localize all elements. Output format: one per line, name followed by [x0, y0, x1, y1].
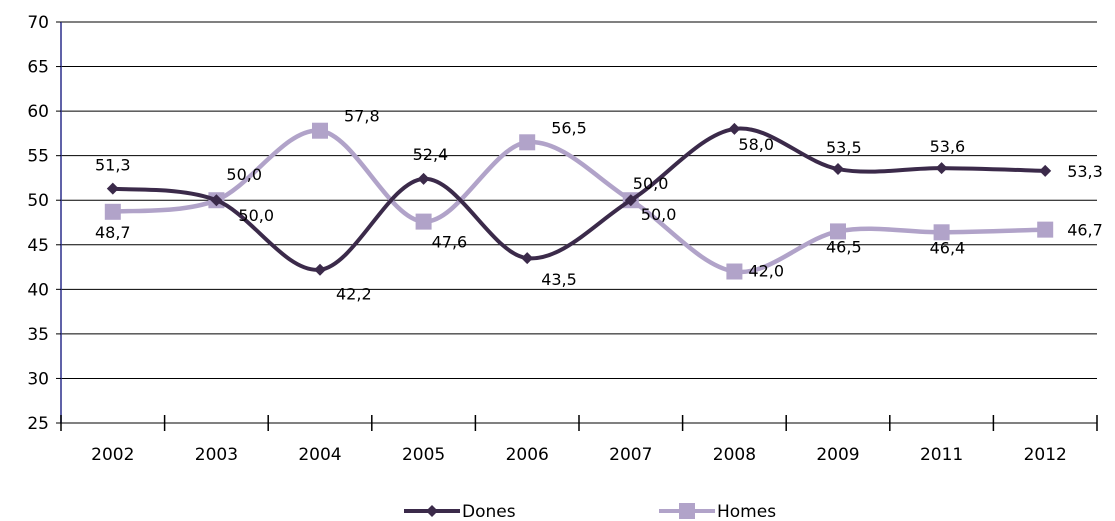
y-axis-ticks: 25 30 35 40 45 50 55 60 65 70 [27, 13, 61, 434]
data-point-dones [106, 182, 119, 195]
legend-marker-homes [679, 503, 695, 519]
data-label-homes: 48,7 [95, 223, 131, 242]
data-point-homes [726, 263, 743, 280]
y-tick-label: 55 [27, 147, 49, 167]
legend: Dones Homes [404, 502, 776, 521]
x-tick-label: 2009 [816, 445, 859, 465]
data-label-dones: 52,4 [413, 145, 449, 164]
data-point-dones [210, 194, 223, 207]
x-tick-label: 2004 [298, 445, 341, 465]
data-label-homes: 46,4 [930, 238, 966, 257]
data-label-homes: 46,5 [826, 237, 862, 256]
data-label-homes: 47,6 [432, 233, 468, 252]
series-line-homes [112, 128, 1046, 275]
data-point-dones [417, 172, 430, 185]
series-group [104, 122, 1054, 280]
data-label-dones: 50,0 [238, 206, 274, 225]
data-label-homes: 57,8 [344, 107, 380, 126]
data-point-homes [830, 223, 846, 240]
legend-label-homes: Homes [717, 502, 776, 521]
x-tick-label: 2002 [91, 445, 134, 465]
y-tick-label: 30 [27, 369, 49, 389]
data-point-dones [314, 263, 326, 276]
data-label-dones: 58,0 [738, 135, 774, 154]
data-label-homes: 46,7 [1067, 221, 1103, 240]
data-point-homes [312, 122, 328, 139]
x-axis-ticks: 2002 2003 2004 2005 2006 2007 2008 2009 2011 2012 [60, 415, 1098, 465]
y-tick-label: 40 [27, 280, 49, 300]
x-tick-label: 2012 [1024, 445, 1067, 465]
data-label-dones: 51,3 [95, 156, 131, 175]
x-tick-label: 2005 [402, 445, 445, 465]
series-line-dones [112, 126, 1046, 272]
y-tick-label: 45 [27, 236, 49, 256]
data-point-dones [624, 194, 637, 207]
data-label-dones: 50,0 [633, 174, 669, 193]
data-point-dones [1039, 164, 1052, 177]
y-tick-label: 70 [27, 13, 49, 33]
legend-marker-dones [426, 505, 438, 517]
x-tick-label: 2006 [506, 445, 549, 465]
y-tick-label: 65 [27, 58, 49, 78]
x-tick-label: 2003 [195, 445, 238, 465]
data-label-dones: 43,5 [541, 270, 577, 289]
y-tick-label: 35 [27, 325, 49, 345]
data-point-homes [415, 213, 432, 230]
data-point-dones [935, 162, 948, 175]
data-label-homes: 50,0 [226, 165, 262, 184]
legend-label-dones: Dones [462, 502, 516, 521]
data-point-dones [832, 163, 844, 176]
x-tick-label: 2011 [920, 445, 963, 465]
gridlines [61, 21, 1097, 424]
y-tick-label: 25 [27, 414, 49, 434]
y-tick-label: 60 [27, 102, 49, 122]
data-label-dones: 53,3 [1067, 162, 1103, 181]
data-point-homes [519, 134, 536, 151]
data-point-dones [521, 252, 534, 265]
data-label-homes: 50,0 [641, 205, 677, 224]
x-tick-label: 2007 [609, 445, 652, 465]
data-label-homes: 56,5 [551, 118, 587, 137]
x-tick-label: 2008 [713, 445, 756, 465]
data-labels: 51,3 50,0 42,2 52,4 43,5 50,0 58,0 53,5 53,6 53,3… [95, 107, 1103, 304]
data-point-dones [728, 122, 741, 135]
data-label-homes: 42,0 [748, 262, 784, 281]
data-label-dones: 53,5 [826, 138, 862, 157]
y-tick-label: 50 [27, 191, 49, 211]
data-point-homes [104, 203, 121, 220]
data-label-dones: 42,2 [336, 285, 372, 304]
data-label-dones: 53,6 [930, 137, 966, 156]
data-point-homes [933, 224, 950, 241]
data-point-homes [1037, 221, 1054, 238]
